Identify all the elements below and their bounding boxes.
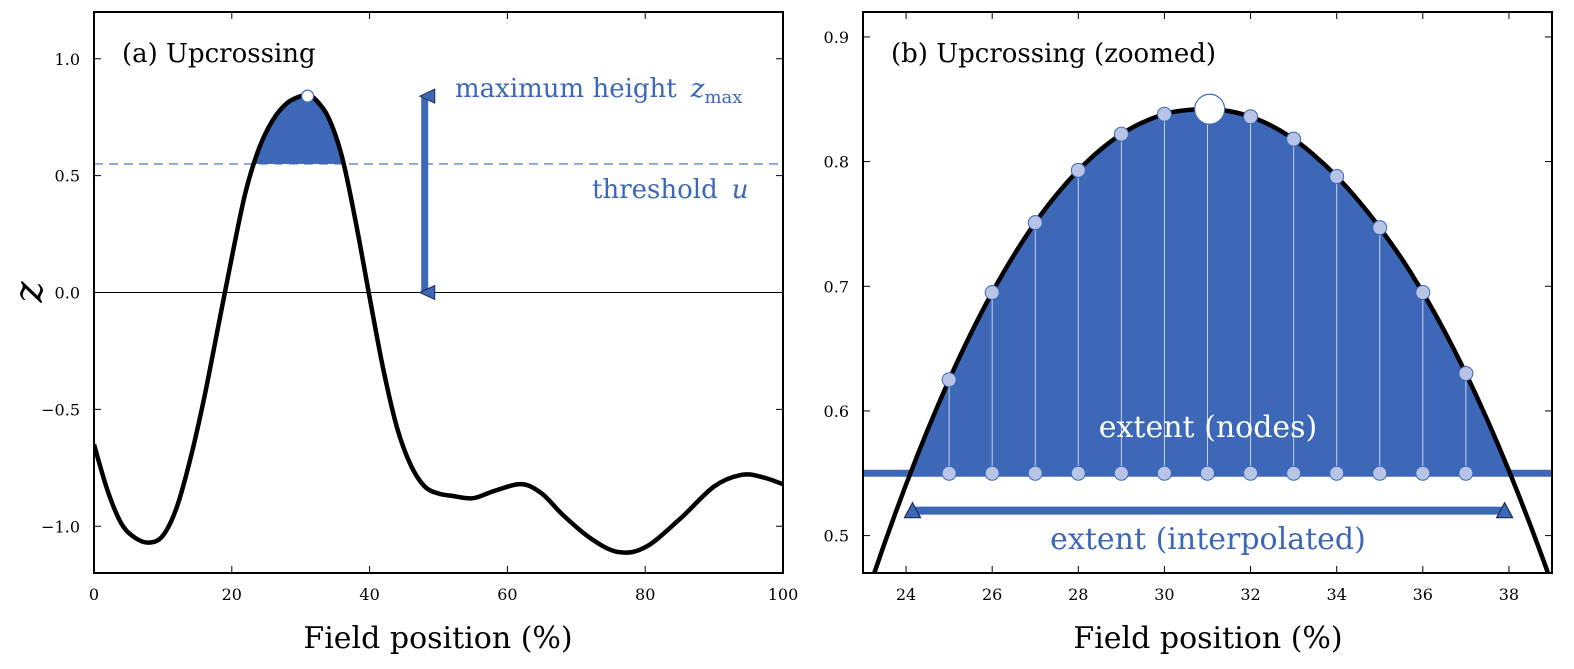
extent-interpolated-label: extent (interpolated) [1050,522,1366,557]
panel-b-ytick-label: 0.5 [824,527,849,546]
panel-b-xtick-label: 28 [1068,585,1088,604]
curve-node [1243,109,1259,125]
panel-b-xtick-label: 26 [982,585,1002,604]
panel-b-xtick-label: 32 [1240,585,1260,604]
panel-b: 24 26 28 30 32 34 36 38 0.5 0.6 0.7 0.8 0.9 (b) Upcr… [824,11,1553,656]
panel-b-xtick-label: 34 [1327,585,1347,604]
height-arrow-head-top [418,88,436,104]
max-point-marker [300,89,315,103]
panel-a-xtick-label: 20 [222,585,242,604]
threshold-node [1200,465,1215,481]
curve-node [1372,220,1388,236]
threshold-node [1027,465,1043,481]
threshold-node [1372,465,1388,481]
height-arrow-head-bottom [418,284,436,301]
max-point-marker-zoomed [1194,93,1226,125]
curve-node [1286,131,1302,147]
panel-b-xtick-label: 24 [896,585,916,604]
panel-b-title: (b) Upcrossing (zoomed) [891,39,1216,69]
interpolated-extent-end-marker [1495,501,1514,519]
panel-b-ytick-label: 0.7 [824,277,849,296]
threshold-label: threshold u [592,175,748,205]
panel-b-xtick-label: 38 [1499,585,1519,604]
panel-a-title: (a) Upcrossing [122,39,316,69]
threshold-node [1070,465,1086,481]
panel-b-frame [862,11,1553,574]
panel-a-xtick-label: 0 [89,585,99,604]
panel-b-ytick-label: 0.6 [824,402,849,421]
threshold-node [1243,465,1259,481]
panel-a-ytick-label: −0.5 [41,400,80,419]
panel-a-xtick-label: 60 [497,585,517,604]
curve-node [1070,162,1086,178]
panel-a-exceedance-fill [231,95,384,164]
panel-a-ylabel: z [6,281,52,304]
panel-b-xtick-label: 36 [1413,585,1433,604]
panel-a-ytick-label: −1.0 [41,517,80,536]
curve-node [1458,366,1474,382]
curve-node [941,372,957,388]
panel-a-xtick-label: 100 [768,585,799,604]
max-height-label: maximum height zmax [455,74,742,108]
panel-a-ytick-label: 0.5 [55,167,80,186]
curve-node [1113,126,1129,142]
panel-a-fill-group [231,95,384,164]
interpolated-extent-start-marker [903,501,922,519]
panel-a-xtick-label: 80 [635,585,655,604]
panel-b-ytick-label: 0.9 [824,28,849,47]
panel-b-xtick-label: 30 [1154,585,1174,604]
threshold-node [984,465,1000,481]
curve-node [1027,215,1043,231]
curve-node [1415,285,1431,300]
threshold-node [941,465,957,481]
panel-b-ytick-label: 0.8 [824,153,849,172]
panel-a-ytick-label: 0.0 [55,284,80,303]
threshold-node [1286,465,1302,481]
field-curve [94,93,783,555]
curve-node [984,285,1000,300]
curve-node [1156,106,1172,122]
threshold-node [1329,465,1345,481]
curve-node [1329,169,1345,185]
panel-a: 0 20 40 60 80 100 −1.0 −0.5 0.0 0.5 1.0 (a) Upcros… [6,11,799,656]
threshold-node [1113,465,1129,481]
threshold-node [1156,465,1172,481]
panel-a-ytick-label: 1.0 [55,50,80,69]
panel-b-xlabel: Field position (%) [1073,621,1342,656]
extent-nodes-label: extent (nodes) [1099,410,1318,445]
panel-a-xlabel: Field position (%) [303,621,572,656]
threshold-node [1415,465,1431,481]
panel-a-xtick-label: 40 [359,585,379,604]
threshold-node [1458,465,1474,481]
